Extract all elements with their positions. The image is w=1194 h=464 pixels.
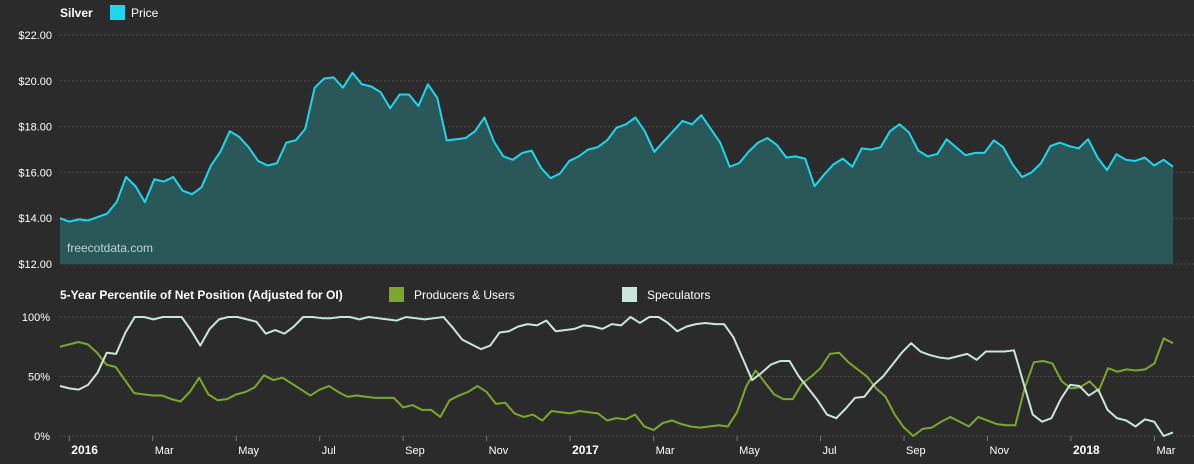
x-axis: 2016 Mar May Jul Sep Nov 2017 Mar May Jul Sep Nov 20… (68, 436, 1176, 457)
percentile-series (59, 316, 1174, 437)
x-tick-label: Nov (489, 445, 509, 457)
price-series (59, 71, 1174, 264)
price-legend-label[interactable]: Price (131, 6, 159, 20)
x-tick-label: Jul (823, 445, 837, 457)
x-tick-label: 2018 (1073, 443, 1100, 457)
x-tick-label: May (238, 445, 259, 457)
percentile-y-tick-label: 50% (28, 372, 50, 384)
percentile-chart-title: 5-Year Percentile of Net Position (Adjus… (60, 288, 343, 302)
producers-legend-swatch[interactable] (389, 287, 404, 302)
price-area (60, 72, 1173, 264)
x-tick-label: Mar (1156, 445, 1175, 457)
percentile-panel: 5-Year Percentile of Net Position (Adjus… (22, 287, 1194, 457)
price-panel: Silver Price $22.00 $20.00 $18.00 $16.00 $14… (18, 5, 1194, 271)
x-tick-label: Mar (656, 445, 675, 457)
speculators-line (59, 316, 1174, 437)
price-y-axis: $22.00 $20.00 $18.00 $16.00 $14.00 $12.00 (18, 30, 52, 271)
watermark: freecotdata.com (67, 241, 153, 255)
percentile-y-axis: 100% 50% 0% (22, 312, 50, 443)
x-tick-label: Jul (322, 445, 336, 457)
price-y-tick-label: $12.00 (18, 259, 52, 271)
percentile-grid (60, 316, 1194, 437)
x-tick-label: May (739, 445, 760, 457)
x-tick-label: Sep (405, 445, 425, 457)
price-chart-title: Silver (60, 6, 93, 20)
price-y-tick-label: $22.00 (18, 30, 52, 42)
speculators-legend-label[interactable]: Speculators (647, 288, 710, 302)
producers-line (59, 337, 1174, 437)
x-tick-label: Mar (155, 445, 174, 457)
price-y-tick-label: $14.00 (18, 213, 52, 225)
price-legend-swatch[interactable] (110, 5, 125, 20)
price-y-tick-label: $16.00 (18, 167, 52, 179)
x-tick-label: 2016 (71, 443, 98, 457)
x-tick-label: 2017 (572, 443, 599, 457)
x-tick-label: Sep (906, 445, 926, 457)
price-y-tick-label: $18.00 (18, 122, 52, 134)
producers-legend-label[interactable]: Producers & Users (414, 288, 515, 302)
price-line (59, 71, 1174, 223)
price-y-tick-label: $20.00 (18, 76, 52, 88)
percentile-y-tick-label: 0% (34, 431, 50, 443)
x-tick-label: Nov (990, 445, 1010, 457)
speculators-legend-swatch[interactable] (622, 287, 637, 302)
percentile-y-tick-label: 100% (22, 312, 50, 324)
